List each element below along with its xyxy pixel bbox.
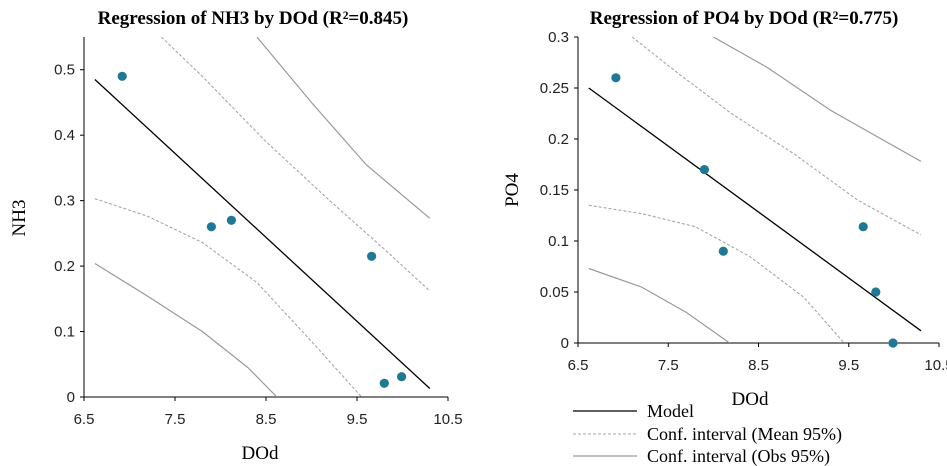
data-point [397,372,407,382]
data-point [379,378,389,388]
legend: Model Conf. interval (Mean 95%) Conf. in… [573,401,842,466]
y-axis-label: NH3 [9,200,30,237]
y-tick-label: 0.2 [54,258,75,275]
y-tick-label: 0.1 [54,324,75,341]
y-tick-label: 0.3 [548,29,569,46]
y-tick-label: 0.05 [540,284,569,301]
x-tick-label: 8.5 [256,411,277,428]
chart-nh3: Regression of NH3 by DOd (R²=0.845) DOd … [9,8,463,464]
x-tick-label: 10.5 [433,411,462,428]
y-tick-label: 0.3 [54,193,75,210]
data-point [117,71,127,81]
model-line [588,87,922,332]
mean-interval-upper [160,37,431,292]
x-tick-label: 6.5 [568,357,589,374]
x-axis-label: DOd [242,443,279,464]
y-tick-label: 0.1 [548,233,569,250]
obs-interval-lower [94,262,278,397]
obs-interval-upper [713,37,922,162]
y-tick-label: 0.25 [540,80,569,97]
data-point [611,73,621,83]
x-tick-label: 6.5 [74,411,95,428]
x-tick-label: 9.5 [347,411,368,428]
mean-interval-lower [588,204,845,343]
y-tick-label: 0.4 [54,127,75,144]
y-axis-label: PO4 [502,173,523,207]
data-point [858,222,868,232]
y-tick-label: 0 [561,335,569,352]
x-tick-label: 7.5 [658,357,679,374]
y-tick-label: 0.5 [54,62,75,79]
x-tick-label: 10.5 [924,357,947,374]
legend-mean-label: Conf. interval (Mean 95%) [647,424,842,445]
obs-interval-upper [256,37,431,219]
y-tick-label: 0.2 [548,131,569,148]
x-tick-label: 8.5 [748,357,769,374]
data-point [367,251,377,261]
data-point [699,165,710,175]
chart-title: Regression of PO4 by DOd (R²=0.775) [590,8,899,29]
obs-interval-lower [588,267,730,343]
chart-po4: Regression of PO4 by DOd (R²=0.775) DOd … [502,8,947,410]
mean-interval-upper [631,37,922,236]
data-point [871,287,881,297]
data-point [206,222,216,232]
data-point [888,338,898,348]
chart-title: Regression of NH3 by DOd (R²=0.845) [98,8,409,29]
model-line [94,79,431,389]
legend-model-label: Model [647,401,694,421]
data-point [718,246,728,256]
data-point [226,215,236,225]
legend-obs-label: Conf. interval (Obs 95%) [647,446,830,466]
x-axis-label: DOd [732,389,769,410]
x-tick-label: 9.5 [838,357,859,374]
y-tick-label: 0.15 [540,182,569,199]
mean-interval-lower [94,198,363,397]
y-tick-label: 0 [67,389,75,406]
x-tick-label: 7.5 [165,411,186,428]
